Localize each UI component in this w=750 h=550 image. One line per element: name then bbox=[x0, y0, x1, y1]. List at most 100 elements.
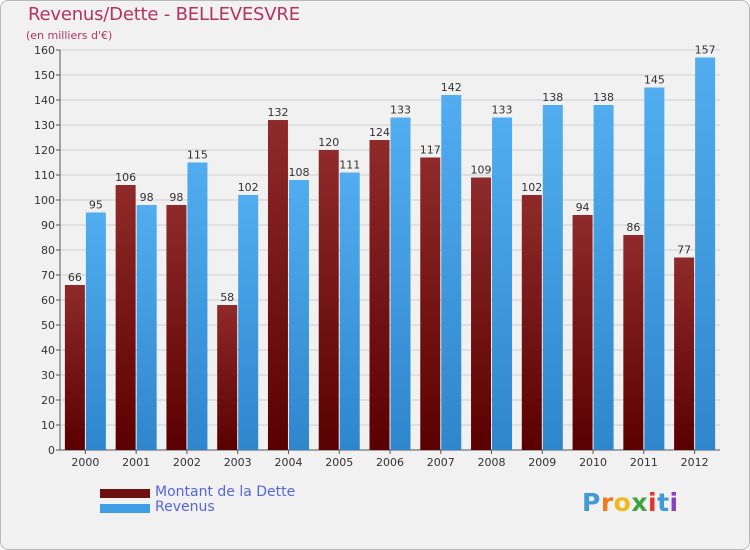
y-tick-label: 140 bbox=[34, 94, 55, 107]
chart-title: Revenus/Dette - BELLEVESVRE bbox=[28, 4, 300, 25]
x-tick-label: 2000 bbox=[71, 456, 99, 469]
y-tick-label: 10 bbox=[41, 419, 55, 432]
y-tick-label: 30 bbox=[41, 369, 55, 382]
logo-letter: i bbox=[648, 488, 658, 517]
data-label-dette: 94 bbox=[576, 201, 590, 214]
data-label-dette: 124 bbox=[369, 126, 390, 139]
legend-swatch-revenus bbox=[100, 504, 150, 513]
data-label-revenus: 102 bbox=[238, 181, 259, 194]
bar-dette-2001 bbox=[115, 185, 136, 450]
axes: 0 10 20 30 40 50 60 70 80 90 100 110 120 130 140 150 160… bbox=[34, 44, 720, 469]
bar-dette-2012 bbox=[674, 257, 695, 450]
bar-dette-2002 bbox=[166, 205, 187, 450]
bar-revenus-2011 bbox=[644, 87, 665, 450]
y-tick-label: 160 bbox=[34, 44, 55, 57]
bar-dette-2006 bbox=[369, 140, 390, 450]
x-tick-label: 2011 bbox=[630, 456, 658, 469]
data-label-revenus: 115 bbox=[187, 149, 208, 162]
data-label-revenus: 145 bbox=[644, 74, 665, 87]
y-tick-label: 80 bbox=[41, 244, 55, 257]
data-label-revenus: 138 bbox=[593, 91, 614, 104]
bar-revenus-2010 bbox=[593, 105, 614, 450]
data-label-revenus: 111 bbox=[339, 159, 360, 172]
bar-revenus-2001 bbox=[136, 205, 157, 450]
data-label-dette: 77 bbox=[677, 244, 691, 257]
logo-letter: x bbox=[631, 488, 648, 517]
data-label-dette: 102 bbox=[521, 181, 542, 194]
data-label-dette: 58 bbox=[220, 291, 234, 304]
y-tick-label: 120 bbox=[34, 144, 55, 157]
data-label-revenus: 142 bbox=[441, 81, 462, 94]
data-label-dette: 117 bbox=[420, 144, 441, 157]
bar-revenus-2006 bbox=[390, 117, 411, 450]
data-label-revenus: 95 bbox=[89, 199, 103, 212]
bar-dette-2007 bbox=[420, 157, 441, 450]
bar-dette-2010 bbox=[572, 215, 593, 450]
bar-dette-2004 bbox=[267, 120, 288, 450]
legend-label-dette: Montant de la Dette bbox=[155, 484, 296, 500]
data-label-dette: 109 bbox=[471, 164, 492, 177]
data-label-revenus: 133 bbox=[492, 104, 513, 117]
logo-letter: o bbox=[613, 488, 632, 517]
x-tick-label: 2003 bbox=[224, 456, 252, 469]
data-label-revenus: 157 bbox=[695, 44, 716, 57]
data-label-dette: 106 bbox=[115, 171, 136, 184]
bar-revenus-2007 bbox=[441, 95, 462, 450]
data-label-dette: 86 bbox=[626, 221, 640, 234]
bar-revenus-2009 bbox=[542, 105, 563, 450]
y-tick-label: 130 bbox=[34, 119, 55, 132]
x-tick-label: 2002 bbox=[173, 456, 201, 469]
bar-revenus-2000 bbox=[85, 212, 106, 450]
data-label-revenus: 138 bbox=[542, 91, 563, 104]
bar-dette-2008 bbox=[471, 177, 492, 450]
y-tick-label: 0 bbox=[48, 444, 55, 457]
logo-letter: t bbox=[657, 488, 670, 517]
bar-revenus-2005 bbox=[339, 172, 360, 450]
chart-subtitle: (en milliers d'€) bbox=[26, 29, 113, 42]
bar-revenus-2012 bbox=[695, 57, 716, 450]
x-tick-label: 2012 bbox=[681, 456, 709, 469]
x-tick-label: 2005 bbox=[325, 456, 353, 469]
y-tick-label: 110 bbox=[34, 169, 55, 182]
data-label-revenus: 98 bbox=[140, 191, 154, 204]
bar-dette-2005 bbox=[318, 150, 339, 450]
x-tick-label: 2001 bbox=[122, 456, 150, 469]
data-label-dette: 66 bbox=[68, 271, 82, 284]
bar-revenus-2002 bbox=[187, 162, 208, 450]
y-tick-label: 50 bbox=[41, 319, 55, 332]
bar-revenus-2008 bbox=[492, 117, 513, 450]
x-tick-label: 2007 bbox=[427, 456, 455, 469]
logo-letter: r bbox=[600, 488, 614, 517]
y-tick-label: 100 bbox=[34, 194, 55, 207]
bar-dette-2009 bbox=[521, 195, 542, 450]
data-label-revenus: 133 bbox=[390, 104, 411, 117]
data-label-dette: 132 bbox=[267, 106, 288, 119]
y-tick-label: 40 bbox=[41, 344, 55, 357]
legend-label-revenus: Revenus bbox=[155, 499, 215, 515]
legend-swatch-dette bbox=[100, 489, 150, 498]
proxiti-logo: Proxiti bbox=[582, 488, 679, 517]
x-tick-label: 2006 bbox=[376, 456, 404, 469]
y-tick-label: 20 bbox=[41, 394, 55, 407]
bar-dette-2000 bbox=[64, 285, 85, 450]
logo-letter: P bbox=[582, 488, 601, 517]
bar-revenus-2003 bbox=[238, 195, 259, 450]
data-label-revenus: 108 bbox=[288, 166, 309, 179]
y-tick-label: 150 bbox=[34, 69, 55, 82]
x-tick-label: 2008 bbox=[478, 456, 506, 469]
y-tick-label: 90 bbox=[41, 219, 55, 232]
x-tick-label: 2009 bbox=[528, 456, 556, 469]
x-tick-label: 2010 bbox=[579, 456, 607, 469]
data-label-dette: 98 bbox=[169, 191, 183, 204]
bars bbox=[64, 57, 716, 450]
bar-revenus-2004 bbox=[288, 180, 309, 450]
x-tick-label: 2004 bbox=[274, 456, 302, 469]
bar-dette-2011 bbox=[623, 235, 644, 450]
data-label-dette: 120 bbox=[318, 136, 339, 149]
logo-letter: i bbox=[669, 488, 679, 517]
y-tick-label: 60 bbox=[41, 294, 55, 307]
y-tick-label: 70 bbox=[41, 269, 55, 282]
bar-dette-2003 bbox=[217, 305, 238, 450]
